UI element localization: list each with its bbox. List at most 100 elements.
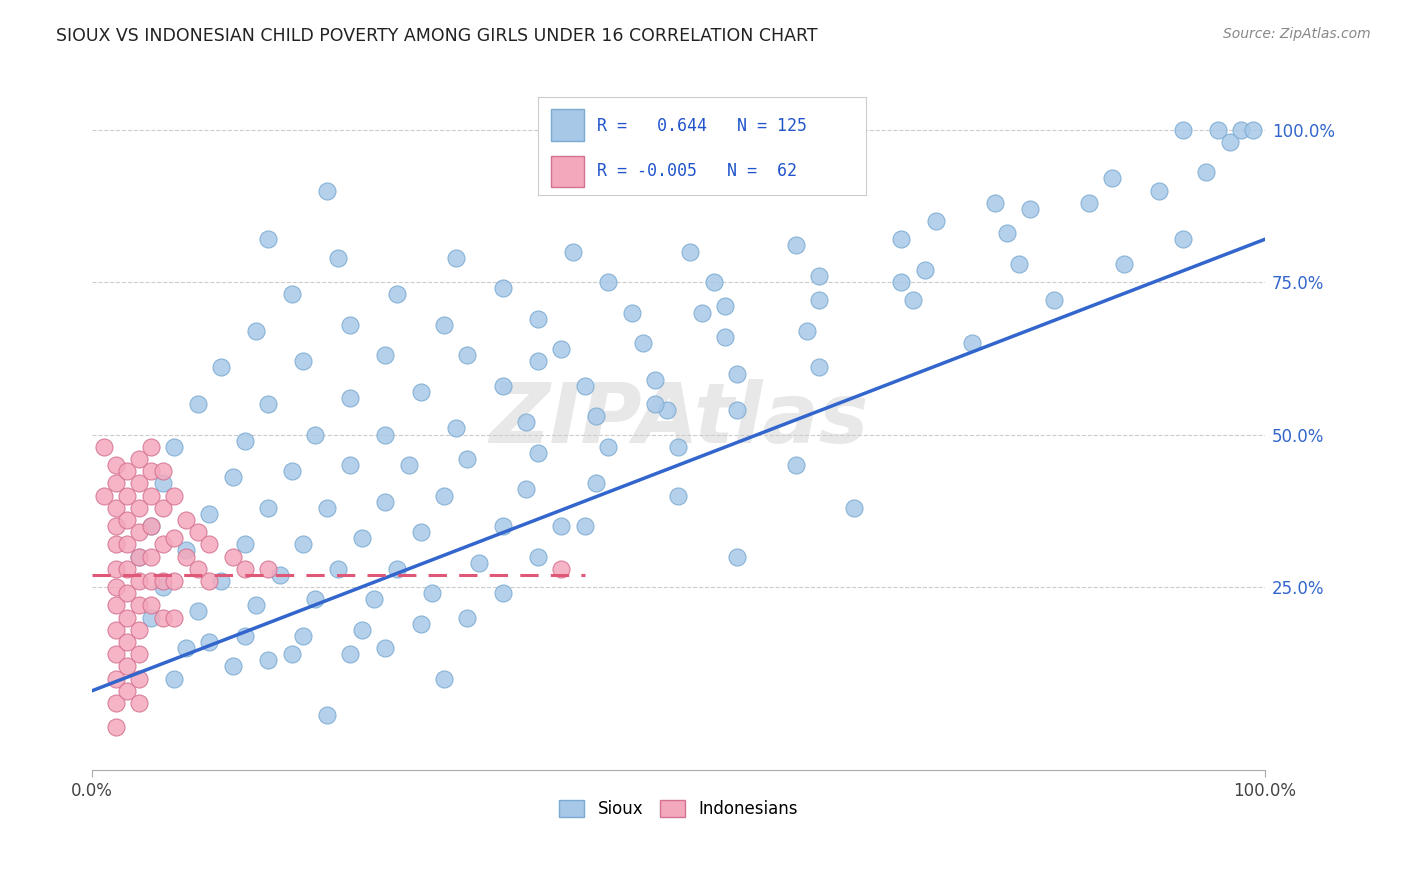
Point [1195, 165, 1218, 179]
Point [257, 562, 280, 576]
Point [222, 659, 245, 673]
Point [152, 476, 174, 491]
Point [139, 599, 162, 613]
Point [104, 476, 127, 491]
Point [104, 672, 127, 686]
Point [152, 464, 174, 478]
Point [633, 336, 655, 351]
Point [280, 647, 302, 661]
Point [198, 635, 221, 649]
Point [491, 281, 513, 295]
Point [385, 562, 408, 576]
Point [257, 653, 280, 667]
Point [292, 629, 315, 643]
Point [163, 610, 186, 624]
Point [901, 293, 924, 308]
Point [222, 549, 245, 564]
Point [104, 647, 127, 661]
Point [128, 500, 150, 515]
Point [363, 592, 385, 607]
Point [315, 184, 337, 198]
Point [925, 214, 948, 228]
Point [304, 592, 326, 607]
Point [315, 708, 337, 723]
Point [187, 525, 209, 540]
Point [257, 500, 280, 515]
Point [117, 537, 139, 551]
Point [128, 549, 150, 564]
Text: SIOUX VS INDONESIAN CHILD POVERTY AMONG GIRLS UNDER 16 CORRELATION CHART: SIOUX VS INDONESIAN CHILD POVERTY AMONG … [56, 27, 818, 45]
Point [128, 574, 150, 588]
Point [668, 489, 690, 503]
Point [655, 403, 678, 417]
Point [468, 556, 491, 570]
Point [1171, 122, 1194, 136]
Point [1241, 122, 1264, 136]
Point [117, 489, 139, 503]
Point [174, 513, 197, 527]
Point [491, 586, 513, 600]
Point [844, 500, 866, 515]
Point [350, 531, 373, 545]
Text: Source: ZipAtlas.com: Source: ZipAtlas.com [1223, 27, 1371, 41]
Point [304, 427, 326, 442]
Point [104, 623, 127, 637]
Point [785, 238, 807, 252]
Point [808, 268, 831, 283]
Point [117, 464, 139, 478]
Point [209, 360, 232, 375]
Point [198, 507, 221, 521]
Point [339, 647, 361, 661]
Point [526, 311, 548, 326]
Point [257, 232, 280, 246]
Point [187, 604, 209, 618]
Point [433, 489, 456, 503]
Point [128, 549, 150, 564]
Point [890, 275, 912, 289]
Point [104, 537, 127, 551]
Point [104, 458, 127, 472]
Point [1019, 202, 1042, 216]
Point [808, 360, 831, 375]
Point [1219, 135, 1241, 149]
Point [104, 720, 127, 734]
Point [163, 574, 186, 588]
Point [163, 489, 186, 503]
Point [233, 537, 256, 551]
Point [1077, 195, 1099, 210]
Point [574, 519, 596, 533]
Point [163, 672, 186, 686]
Point [1171, 232, 1194, 246]
Point [433, 318, 456, 332]
Point [890, 232, 912, 246]
Point [128, 672, 150, 686]
Point [620, 305, 643, 319]
Point [198, 537, 221, 551]
Point [174, 549, 197, 564]
Point [152, 537, 174, 551]
Point [128, 623, 150, 637]
Point [679, 244, 702, 259]
Point [233, 562, 256, 576]
Point [128, 599, 150, 613]
Point [1206, 122, 1229, 136]
Point [292, 354, 315, 368]
Point [117, 659, 139, 673]
Point [515, 483, 537, 497]
Point [526, 446, 548, 460]
Point [456, 451, 478, 466]
Point [374, 640, 396, 655]
Point [960, 336, 983, 351]
Point [104, 519, 127, 533]
Point [598, 275, 620, 289]
Point [315, 500, 337, 515]
Point [104, 599, 127, 613]
Point [725, 549, 748, 564]
Point [163, 440, 186, 454]
Point [117, 635, 139, 649]
Point [328, 562, 350, 576]
Point [398, 458, 420, 472]
Point [104, 500, 127, 515]
Point [139, 489, 162, 503]
Point [128, 451, 150, 466]
